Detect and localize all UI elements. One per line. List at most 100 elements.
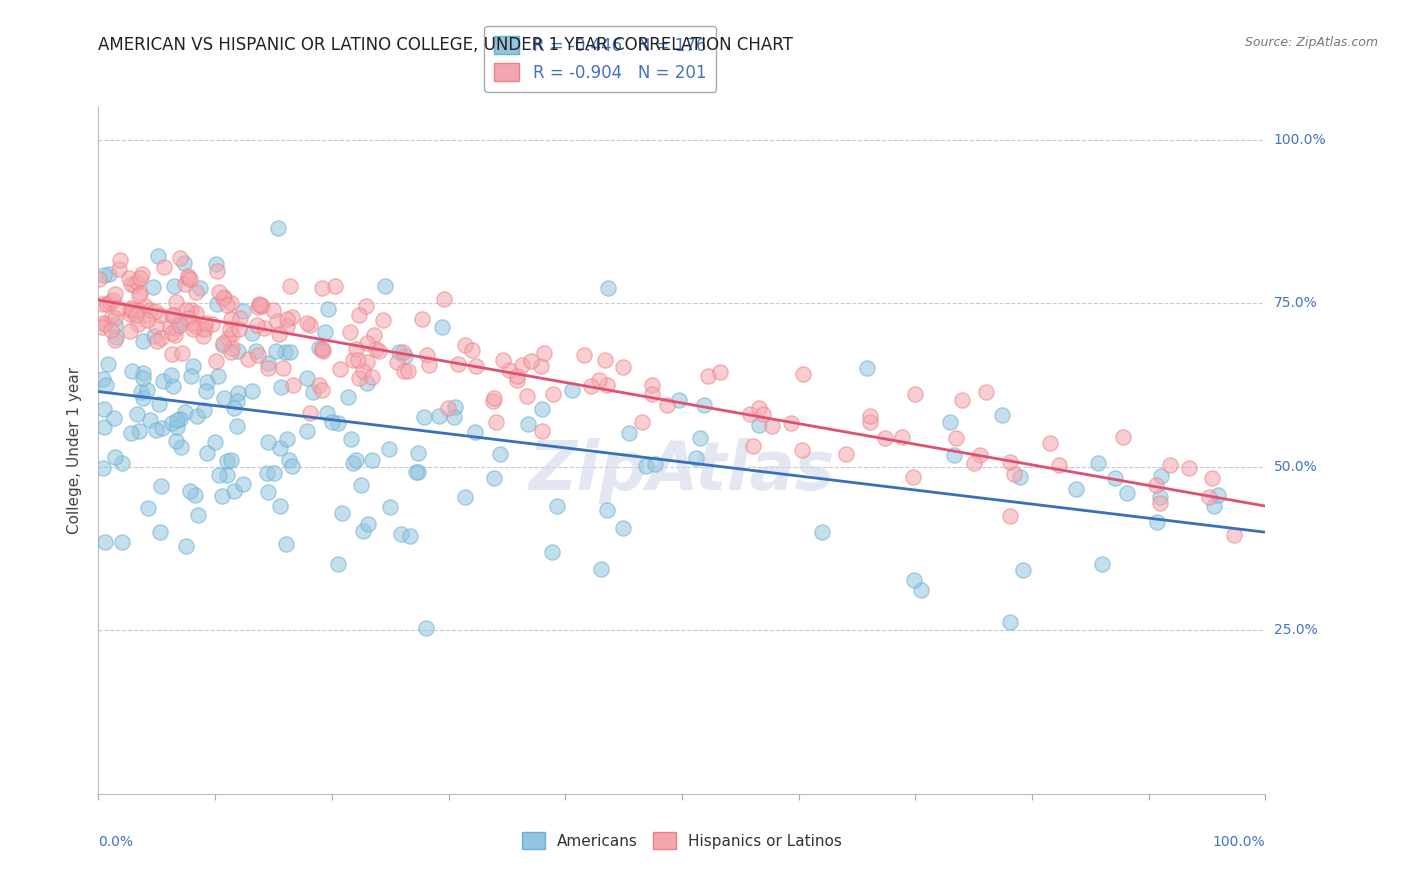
Point [221, 341, 243, 355]
Point [149, 478, 172, 492]
Point [596, 378, 619, 392]
Point [163, 279, 186, 293]
Point [1150, 468, 1173, 483]
Point [160, 416, 183, 430]
Point [484, 471, 506, 485]
Point [1159, 458, 1181, 472]
Point [657, 398, 679, 412]
Point [363, 327, 385, 342]
Point [132, 370, 155, 384]
Point [219, 345, 242, 359]
Point [394, 349, 416, 363]
Point [179, 272, 201, 286]
Point [299, 318, 322, 332]
Point [356, 336, 378, 351]
Point [636, 459, 658, 474]
Point [1012, 563, 1035, 577]
Point [165, 295, 187, 310]
Point [211, 338, 233, 352]
Point [184, 488, 207, 502]
Point [228, 322, 250, 336]
Point [240, 326, 263, 340]
Point [204, 434, 226, 449]
Point [357, 516, 380, 531]
Point [187, 508, 209, 522]
Point [392, 345, 415, 359]
Point [159, 320, 181, 334]
Point [891, 430, 914, 444]
Point [101, 309, 124, 323]
Point [298, 405, 321, 419]
Text: 25.0%: 25.0% [1274, 624, 1317, 638]
Point [374, 278, 396, 293]
Point [129, 271, 152, 285]
Point [1091, 557, 1114, 571]
Point [352, 364, 374, 378]
Point [340, 432, 363, 446]
Point [169, 318, 191, 333]
Point [411, 312, 433, 326]
Point [222, 484, 245, 499]
Point [617, 426, 640, 441]
Point [991, 408, 1014, 422]
Point [204, 354, 226, 368]
Point [485, 415, 508, 429]
Point [256, 466, 278, 480]
Point [207, 368, 229, 383]
Point [506, 368, 529, 383]
Point [256, 360, 278, 375]
Point [641, 378, 664, 392]
Point [482, 391, 505, 405]
Point [169, 412, 191, 426]
Point [257, 434, 280, 449]
Text: Source: ZipAtlas.com: Source: ZipAtlas.com [1244, 36, 1378, 49]
Point [415, 621, 437, 635]
Point [246, 301, 269, 315]
Point [165, 320, 187, 334]
Point [145, 423, 167, 437]
Point [392, 364, 415, 378]
Point [1087, 456, 1109, 470]
Point [146, 249, 169, 263]
Point [249, 298, 271, 312]
Point [531, 424, 554, 438]
Point [1206, 488, 1229, 502]
Point [276, 311, 298, 326]
Point [326, 416, 349, 430]
Text: 50.0%: 50.0% [1274, 459, 1317, 474]
Point [174, 540, 197, 554]
Point [204, 257, 226, 271]
Point [685, 451, 707, 466]
Point [406, 466, 429, 480]
Point [398, 528, 420, 542]
Point [184, 306, 207, 320]
Text: AMERICAN VS HISPANIC OR LATINO COLLEGE, UNDER 1 YEAR CORRELATION CHART: AMERICAN VS HISPANIC OR LATINO COLLEGE, … [98, 36, 793, 54]
Point [91, 297, 114, 311]
Point [104, 286, 127, 301]
Point [595, 352, 617, 367]
Point [162, 378, 184, 392]
Point [246, 318, 269, 333]
Point [405, 466, 427, 480]
Point [167, 315, 190, 329]
Point [219, 453, 242, 467]
Point [1010, 469, 1032, 483]
Point [94, 535, 117, 549]
Text: ZipAtlas: ZipAtlas [529, 438, 835, 504]
Point [245, 344, 267, 359]
Text: 100.0%: 100.0% [1274, 133, 1326, 147]
Point [530, 402, 553, 417]
Point [179, 483, 201, 498]
Point [443, 401, 465, 415]
Point [281, 458, 304, 473]
Point [752, 407, 775, 421]
Point [160, 308, 183, 322]
Point [416, 348, 439, 362]
Point [1149, 490, 1171, 504]
Point [184, 285, 207, 299]
Point [321, 415, 343, 429]
Point [186, 409, 208, 423]
Point [91, 320, 114, 334]
Point [120, 303, 142, 318]
Point [217, 331, 239, 345]
